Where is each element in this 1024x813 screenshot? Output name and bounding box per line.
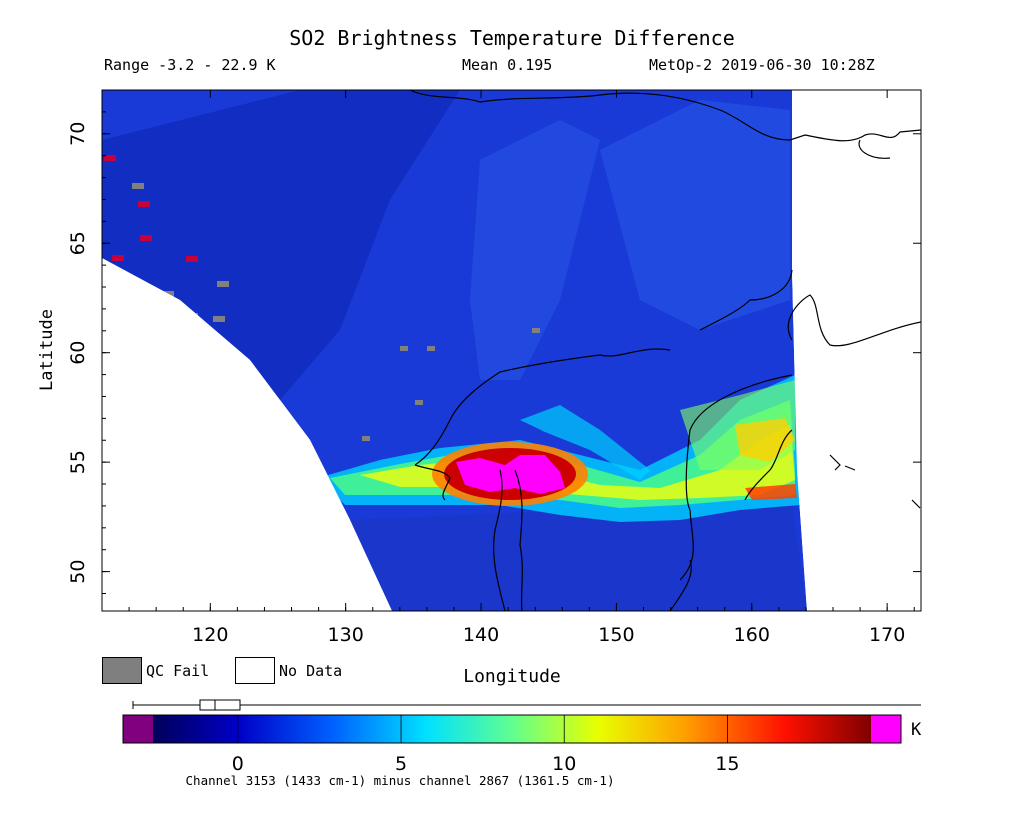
legend-no-data-label: No Data (279, 662, 343, 680)
x-tick-label: 120 (192, 624, 228, 646)
chart-title: SO2 Brightness Temperature Difference (289, 26, 735, 50)
legend-qc-fail-label: QC Fail (146, 662, 210, 680)
plot-frame (101, 89, 922, 612)
coastlines (409, 90, 921, 611)
mean-label: Mean 0.195 (462, 56, 553, 74)
swath-texture-2 (600, 100, 790, 330)
legend-no-data-swatch (235, 657, 275, 684)
colorbar-min-swatch (123, 715, 153, 743)
y-axis: 50 55 60 65 70 (67, 89, 921, 594)
colorbar-frame (122, 714, 902, 744)
no-data-east (792, 90, 921, 611)
y-tick-label: 60 (67, 341, 89, 365)
satellite-time-label: MetOp-2 2019-06-30 10:28Z (649, 56, 875, 74)
plume-arm-north (520, 405, 650, 480)
swath-texture (470, 120, 600, 380)
colorbar-tick-label: 15 (715, 753, 739, 775)
x-tick-label: 140 (463, 624, 499, 646)
colorbar-tick-label: 5 (395, 753, 407, 775)
x-tick-label: 170 (869, 624, 905, 646)
colorbar-unit: K (911, 720, 922, 740)
x-tick-label: 130 (328, 624, 364, 646)
range-label: Range -3.2 - 22.9 K (104, 56, 276, 74)
plume-core-peak (456, 455, 565, 494)
colorbar: 0 5 10 15 (122, 699, 921, 775)
colorbar-tick-label: 10 (552, 753, 576, 775)
swath-lower (350, 500, 807, 611)
y-tick-label: 55 (67, 450, 89, 474)
footnote: Channel 3153 (1433 cm-1) minus channel 2… (185, 773, 615, 788)
x-tick-label: 150 (598, 624, 634, 646)
y-tick-label: 70 (67, 122, 89, 146)
plot-area (102, 90, 921, 611)
colorbar-box-marker (199, 699, 241, 711)
colorbar-tick-label: 0 (232, 753, 244, 775)
x-axis: 120 130 140 150 160 170 (101, 90, 915, 646)
colorbar-gradient (153, 715, 871, 743)
y-tick-label: 50 (67, 560, 89, 584)
y-axis-label: Latitude (37, 309, 57, 391)
y-tick-label: 65 (67, 231, 89, 255)
colorbar-ticks: 0 5 10 15 (232, 715, 739, 775)
edge-red-pixels (104, 155, 198, 262)
colorbar-max-swatch (871, 715, 901, 743)
x-axis-label: Longitude (463, 666, 561, 687)
legend-qc-fail-swatch (102, 657, 142, 684)
x-tick-label: 160 (734, 624, 770, 646)
no-data-west (102, 258, 392, 611)
plume-east-red (745, 484, 797, 500)
plume-east-yellow (735, 418, 795, 462)
